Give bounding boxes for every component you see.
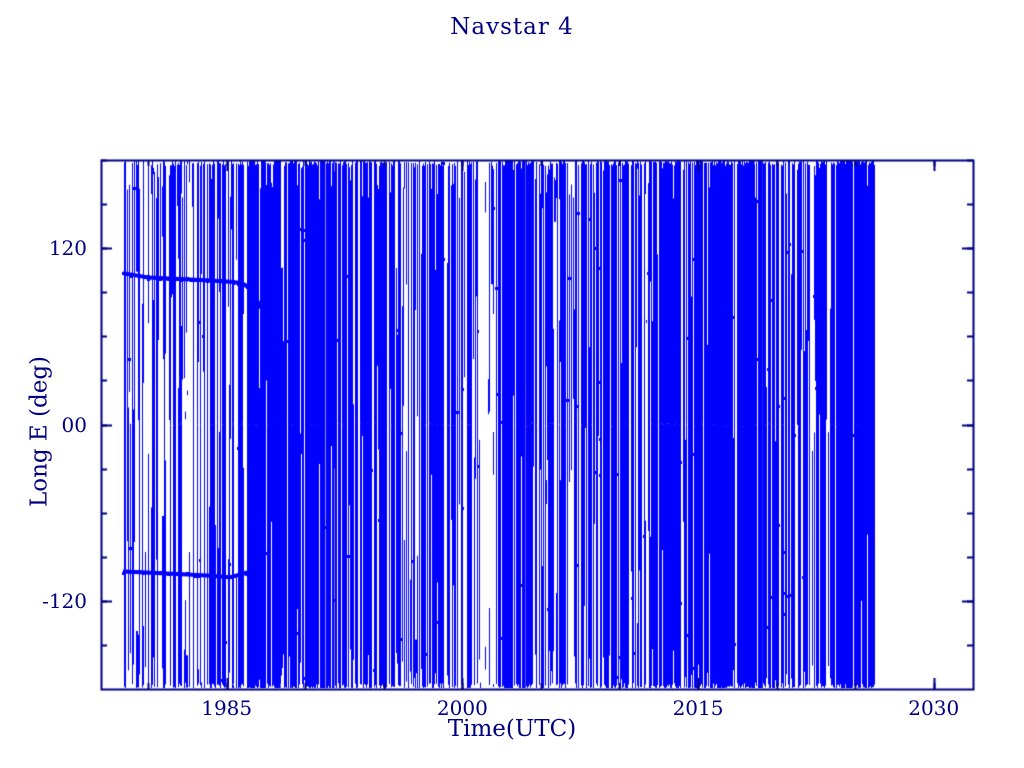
x-tick-label: 2030 bbox=[908, 696, 960, 720]
x-axis-label: Time(UTC) bbox=[447, 716, 577, 742]
page-title: Navstar 4 bbox=[450, 14, 574, 40]
y-tick-label: 120 bbox=[48, 236, 87, 261]
x-tick-label: 2015 bbox=[672, 696, 724, 720]
y-tick-label: -120 bbox=[42, 588, 87, 613]
x-tick-label: 2000 bbox=[436, 696, 488, 720]
x-tick-label: 1985 bbox=[201, 696, 253, 720]
y-tick-label: 00 bbox=[61, 412, 87, 437]
